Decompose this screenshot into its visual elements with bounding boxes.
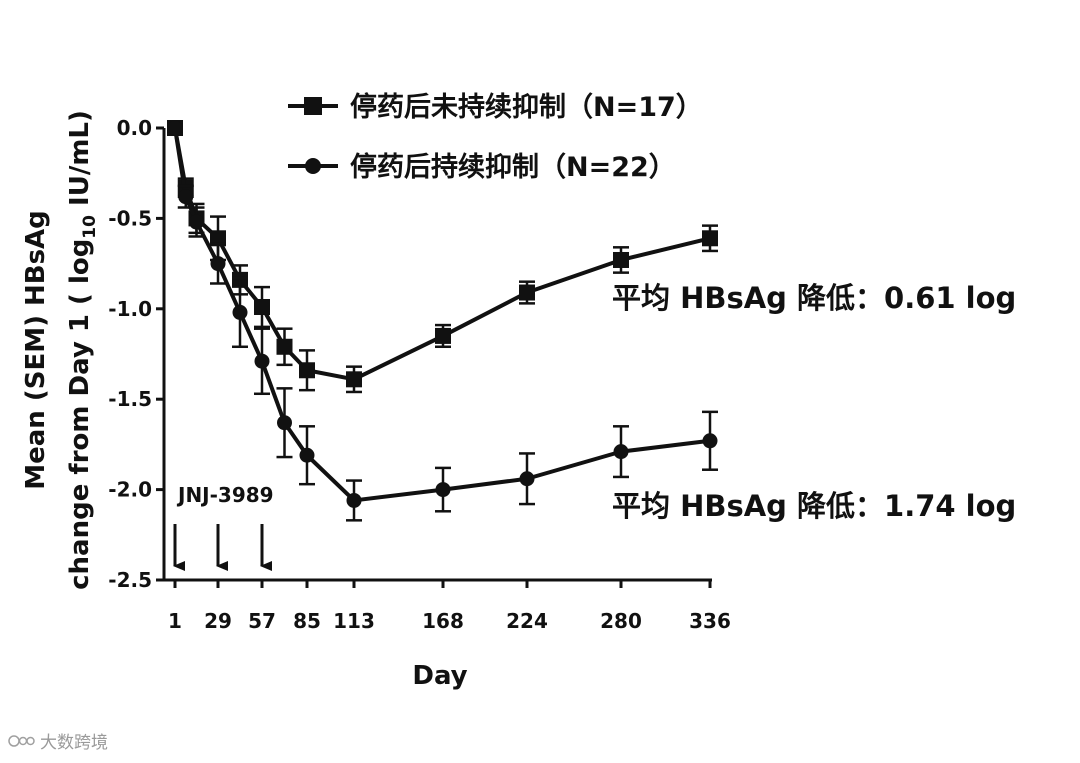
data-point-circle [277,415,292,431]
y-tick-label: -2.0 [108,478,152,502]
data-point-circle [210,256,226,272]
data-point-square [435,327,451,344]
y-tick-label: -0.5 [108,206,152,230]
data-point-circle [346,492,362,508]
x-axis-ticks: 1 29 57 85 113 168 224 280 336 [168,580,731,633]
y-axis-title-line2: change from Day 1 ( log10 IU/mL) [65,110,100,590]
watermark: 大数跨境 [8,728,108,753]
y-axis-title-line1: Mean (SEM) HBsAg [21,210,51,490]
annotation-sustained: 平均 HBsAg 降低：1.74 log [612,489,1016,523]
x-axis-title: Day [412,661,467,691]
x-tick-label: 224 [506,609,548,633]
legend: 停药后未持续抑制（N=17） 停药后持续抑制（N=22） [288,91,703,183]
data-point-circle [519,471,535,487]
watermark-logo-icon [8,734,35,747]
legend-circle-marker [305,158,321,174]
legend-label-series-2: 停药后持续抑制（N=22） [350,151,676,183]
y-axis-title-line2-subscript: 10 [80,215,100,239]
x-tick-label: 280 [600,609,642,633]
y-tick-label: -1.5 [108,387,152,411]
legend-square-marker [304,97,322,115]
data-point-circle [232,304,248,320]
data-point-square [702,230,718,247]
x-tick-label: 29 [204,609,232,633]
data-point-square [276,338,293,355]
annotation-not-sustained: 平均 HBsAg 降低：0.61 log [612,281,1016,315]
watermark-text: 大数跨境 [40,733,108,753]
data-point-circle [189,214,204,230]
data-point-square [299,362,315,379]
data-point-circle [254,353,270,369]
data-point-square [613,251,629,268]
data-point-square [210,230,226,247]
y-tick-label: 0.0 [117,116,152,140]
data-point-circle [702,433,718,449]
dosing-arrows [173,524,272,571]
x-tick-label: 336 [689,609,731,633]
data-point-circle [178,189,194,205]
y-axis-title-line2-prefix: change from Day 1 ( log [65,239,95,590]
y-axis-title-line2-suffix: IU/mL) [65,110,95,215]
data-point-square [519,284,535,301]
y-axis-ticks: 0.0 -0.5 -1.0 -1.5 -2.0 -2.5 [108,116,164,592]
x-tick-label: 113 [333,609,375,633]
data-point-circle [167,120,183,136]
dosing-label: JNJ-3989 [176,483,274,507]
data-point-circle [613,444,629,460]
x-tick-label: 57 [248,609,276,633]
y-tick-label: -2.5 [108,568,152,592]
x-tick-label: 85 [293,609,321,633]
x-tick-label: 168 [422,609,464,633]
data-point-square [254,298,270,315]
x-tick-label: 1 [168,609,182,633]
data-point-circle [435,482,451,498]
y-tick-label: -1.0 [108,297,152,321]
series-sustained [167,120,718,522]
legend-label-series-1: 停药后未持续抑制（N=17） [350,91,703,123]
data-point-square [346,371,362,388]
data-point-circle [299,447,315,463]
